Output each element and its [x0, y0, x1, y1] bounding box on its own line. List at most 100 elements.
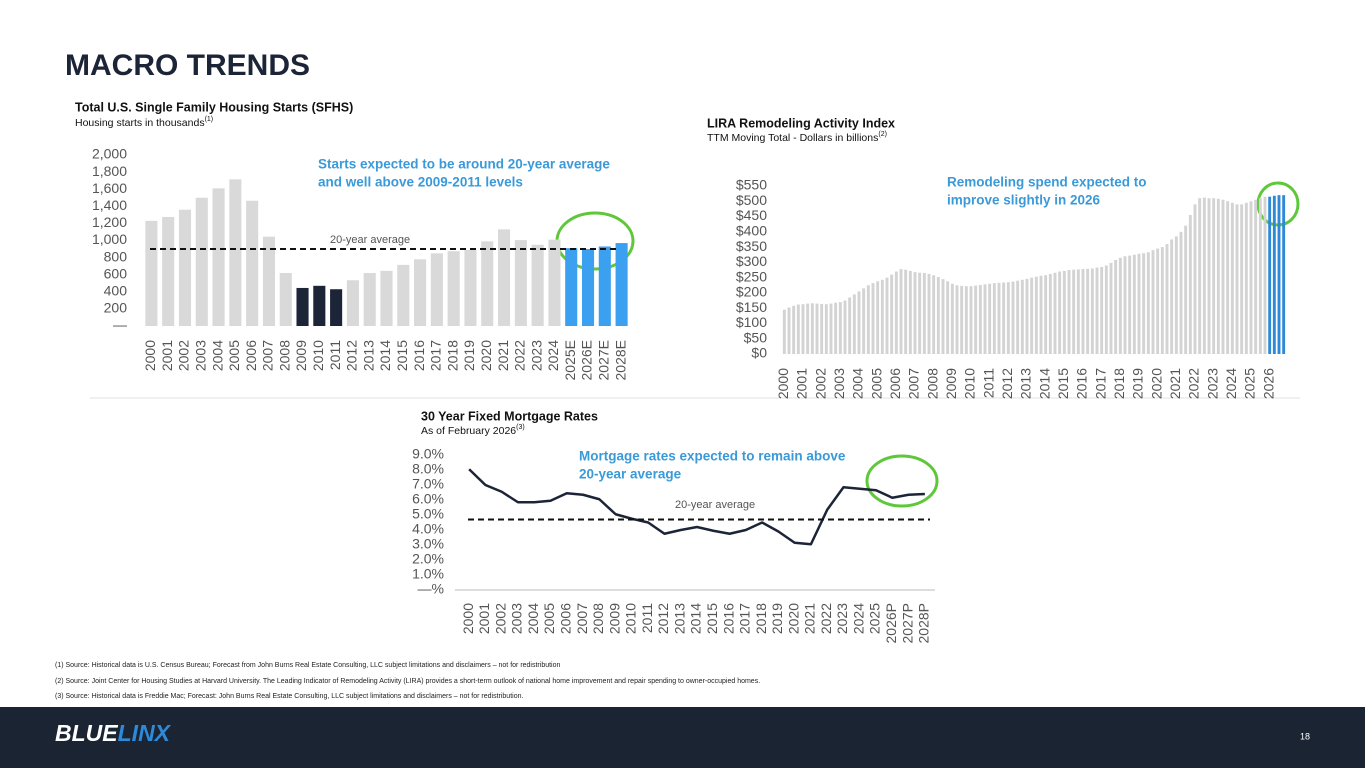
x-tick-label: 2015 — [394, 340, 410, 371]
bar — [1188, 215, 1192, 354]
x-tick-label: 2005 — [541, 603, 557, 634]
x-tick-label: 2000 — [460, 603, 476, 634]
x-tick-label: 2013 — [360, 340, 376, 371]
bar — [430, 253, 443, 326]
y-tick-label: 400 — [104, 283, 128, 299]
bar — [1118, 257, 1122, 354]
bar — [1221, 199, 1225, 354]
x-tick-label: 2012 — [344, 340, 360, 371]
bar — [1128, 255, 1132, 354]
x-tick-label: 2014 — [688, 603, 704, 634]
bar — [1048, 273, 1052, 354]
bar — [885, 277, 889, 354]
bar — [397, 264, 410, 326]
x-tick-label: 2013 — [671, 603, 687, 634]
bar — [862, 288, 866, 354]
x-tick-label: 2002 — [492, 603, 508, 634]
x-tick-label: 2028E — [612, 340, 628, 380]
bar — [1179, 231, 1183, 354]
x-tick-label: 2019 — [1130, 368, 1146, 399]
x-tick-label: 2020 — [785, 603, 801, 634]
y-tick-label: 1.0% — [412, 566, 444, 582]
slide-title: MACRO TRENDS — [65, 49, 310, 82]
x-tick-label: 2006 — [557, 603, 573, 634]
bar — [246, 200, 259, 326]
y-tick-label: 3.0% — [412, 536, 444, 552]
x-tick-label: 2008 — [924, 368, 940, 399]
x-tick-label: 2018 — [753, 603, 769, 634]
subtitle-text: Housing starts in thousands — [75, 117, 205, 129]
bar — [1198, 198, 1202, 354]
bar — [787, 307, 791, 354]
bar — [1123, 256, 1127, 354]
annotation: Starts expected to be around 20-year ave… — [318, 157, 610, 172]
bar — [1230, 202, 1234, 354]
bar — [1226, 201, 1230, 354]
x-tick-label: 2017 — [1092, 368, 1108, 399]
y-tick-label: 1,600 — [92, 180, 127, 196]
x-tick-label: 2003 — [509, 603, 525, 634]
bar — [464, 249, 477, 326]
x-tick-label: 2026E — [579, 340, 595, 380]
bar — [1263, 196, 1267, 354]
x-tick-label: 2014 — [1036, 368, 1052, 399]
x-tick-label: 2007 — [260, 340, 276, 371]
bar — [796, 304, 800, 354]
x-tick-label: 2010 — [962, 368, 978, 399]
bar — [1170, 239, 1174, 354]
bar — [1109, 262, 1113, 354]
y-tick-label: 6.0% — [412, 491, 444, 507]
y-tick-label: $500 — [736, 192, 767, 208]
x-tick-label: 2016 — [411, 340, 427, 371]
bar — [857, 291, 861, 354]
bar — [1254, 199, 1258, 354]
chart-subtitle: As of February 2026(3) — [421, 424, 525, 437]
y-tick-label: 8.0% — [412, 461, 444, 477]
average-label: 20-year average — [330, 234, 410, 246]
bar — [908, 270, 912, 354]
x-tick-label: 2023 — [1204, 368, 1220, 399]
x-tick-label: 2022 — [818, 603, 834, 634]
bar — [876, 281, 880, 354]
y-tick-label: $150 — [736, 299, 767, 315]
footer-bar — [0, 707, 1365, 768]
x-tick-label: 2019 — [461, 340, 477, 371]
x-tick-label: 2022 — [1186, 368, 1202, 399]
bar — [296, 287, 309, 326]
bar — [1030, 277, 1034, 354]
bar — [1272, 195, 1276, 354]
bar — [498, 229, 511, 326]
y-tick-label: 1,200 — [92, 214, 127, 230]
line — [468, 468, 925, 546]
bar — [806, 303, 810, 354]
x-tick-label: 2015 — [704, 603, 720, 634]
bar — [1062, 270, 1066, 354]
x-tick-label: 2015 — [1055, 368, 1071, 399]
x-tick-label: 2018 — [1111, 368, 1127, 399]
bar — [195, 197, 208, 326]
chart-subtitle: TTM Moving Total - Dollars in billions(2… — [707, 131, 887, 144]
y-tick-label: 600 — [104, 265, 128, 281]
bar — [988, 283, 992, 354]
y-tick-label: — — [113, 317, 127, 333]
bar — [1104, 265, 1108, 354]
bar — [1151, 250, 1155, 354]
logo: BLUELINX — [55, 720, 172, 746]
x-tick-label: 2007 — [574, 603, 590, 634]
y-tick-label: $250 — [736, 268, 767, 284]
x-tick-label: 2024 — [545, 340, 561, 371]
bar — [1249, 201, 1253, 354]
x-tick-label: 2028P — [916, 603, 932, 643]
chart-title: LIRA Remodeling Activity Index — [707, 116, 895, 130]
average-label: 20-year average — [675, 499, 755, 511]
y-tick-label: $350 — [736, 238, 767, 254]
bar — [1212, 198, 1216, 354]
bar — [565, 248, 578, 326]
bar — [960, 285, 964, 354]
x-tick-label: 2022 — [512, 340, 528, 371]
chart-title: Total U.S. Single Family Housing Starts … — [75, 100, 353, 114]
x-tick-label: 2010 — [310, 340, 326, 371]
bar — [1081, 269, 1085, 354]
footnote: (1) Source: Historical data is U.S. Cens… — [55, 662, 560, 669]
bar — [922, 273, 926, 354]
